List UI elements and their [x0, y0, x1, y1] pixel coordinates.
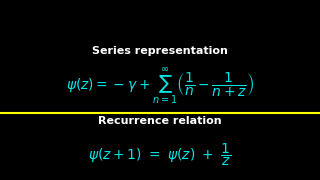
Text: $\psi(z+1) \ = \ \psi(z) \ + \ \dfrac{1}{z}$: $\psi(z+1) \ = \ \psi(z) \ + \ \dfrac{1}… [88, 141, 232, 168]
Text: $\psi(z) = -\gamma + \sum_{n=1}^{\infty}\left(\dfrac{1}{n} - \dfrac{1}{n+z}\righ: $\psi(z) = -\gamma + \sum_{n=1}^{\infty}… [66, 66, 254, 105]
Text: Digamma Function - 1: Digamma Function - 1 [5, 8, 315, 32]
Text: Series representation: Series representation [92, 46, 228, 56]
Text: Recurrence relation: Recurrence relation [98, 116, 222, 126]
